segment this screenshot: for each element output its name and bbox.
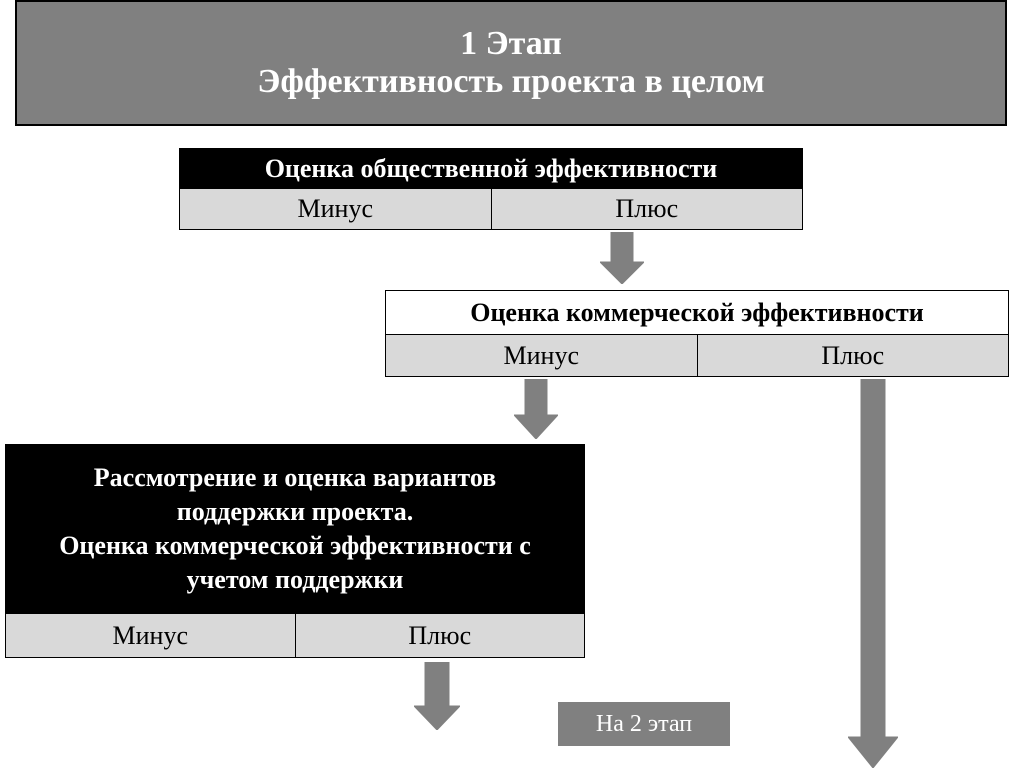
support-title-line3: Оценка коммерческой эффективности с [59, 529, 531, 563]
support-minus-cell: Минус [6, 614, 296, 657]
social-plus-cell: Плюс [492, 189, 803, 229]
commercial-minus-cell: Минус [386, 335, 698, 376]
social-minus-cell: Минус [180, 189, 492, 229]
stage-header-line2: Эффективность проекта в целом [257, 63, 764, 101]
support-title-line1: Рассмотрение и оценка вариантов [94, 461, 496, 495]
commercial-effectiveness-box: Оценка коммерческой эффективности Минус … [385, 290, 1009, 377]
arrow-down-3 [414, 662, 460, 730]
commercial-plus-cell: Плюс [698, 335, 1009, 376]
support-title-line2: поддержки проекта. [177, 495, 413, 529]
stage-header: 1 Этап Эффективность проекта в целом [15, 0, 1007, 126]
commercial-effectiveness-row: Минус Плюс [386, 335, 1008, 376]
arrow-down-long [848, 379, 898, 768]
support-plus-cell: Плюс [296, 614, 585, 657]
stage-header-line1: 1 Этап [460, 25, 562, 63]
support-variants-row: Минус Плюс [5, 614, 585, 658]
to-stage-2-tag: На 2 этап [558, 702, 730, 746]
arrow-down-1 [600, 232, 644, 284]
support-variants-title: Рассмотрение и оценка вариантов поддержк… [5, 444, 585, 614]
arrow-down-2 [514, 379, 558, 439]
support-title-line4: учетом поддержки [187, 563, 404, 597]
support-variants-box: Рассмотрение и оценка вариантов поддержк… [5, 444, 585, 660]
commercial-effectiveness-title: Оценка коммерческой эффективности [386, 291, 1008, 335]
social-effectiveness-row: Минус Плюс [180, 189, 802, 229]
social-effectiveness-box: Оценка общественной эффективности Минус … [179, 148, 803, 230]
social-effectiveness-title: Оценка общественной эффективности [180, 149, 802, 189]
